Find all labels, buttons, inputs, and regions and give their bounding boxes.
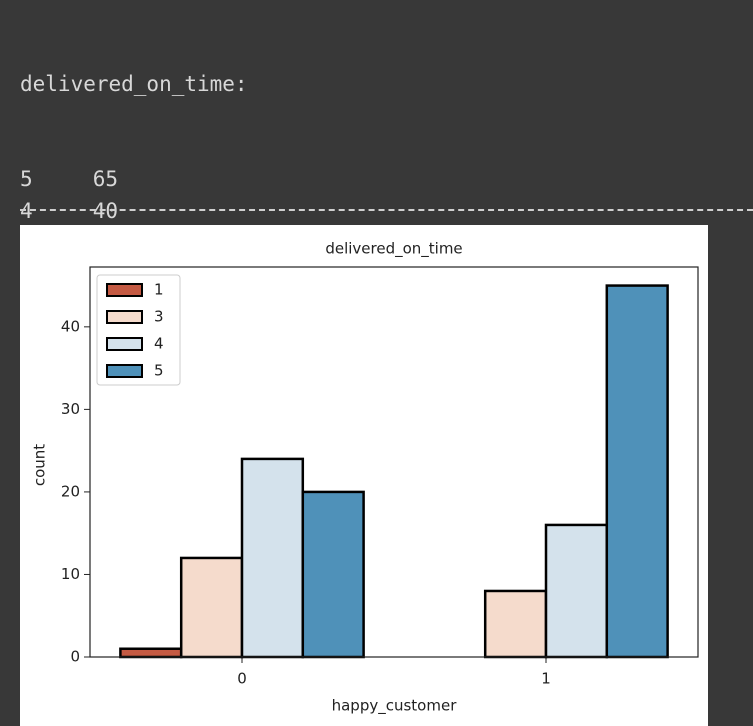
y-tick-label: 10 bbox=[61, 565, 80, 583]
chart-title: delivered_on_time bbox=[325, 240, 462, 259]
x-tick-label: 1 bbox=[541, 670, 551, 688]
y-tick-label: 30 bbox=[61, 400, 80, 418]
bar bbox=[483, 589, 548, 659]
output-header: delivered_on_time: bbox=[20, 72, 248, 97]
plot-frame bbox=[89, 266, 699, 658]
y-tick-label: 40 bbox=[61, 317, 80, 335]
legend-label: 3 bbox=[154, 308, 164, 326]
bar bbox=[544, 523, 609, 659]
row-index: 4 bbox=[20, 198, 33, 223]
bar bbox=[240, 457, 305, 659]
chart: delivered_on_time happy_customer count 0… bbox=[20, 225, 708, 726]
separator bbox=[20, 209, 753, 211]
bar bbox=[301, 490, 365, 659]
bar bbox=[179, 556, 244, 659]
bar bbox=[605, 284, 669, 659]
x-axis-label: happy_customer bbox=[332, 697, 458, 716]
legend-swatch bbox=[106, 364, 143, 378]
legend-swatch bbox=[106, 283, 143, 297]
legend-swatch bbox=[106, 310, 143, 324]
output-row: 5 65 bbox=[20, 164, 488, 196]
bar bbox=[119, 647, 183, 659]
y-tick-label: 0 bbox=[70, 648, 80, 666]
legend-label: 4 bbox=[154, 335, 164, 353]
row-index: 5 bbox=[20, 166, 33, 191]
x-tick-label: 0 bbox=[237, 670, 247, 688]
legend-swatch bbox=[106, 337, 143, 351]
y-axis-label: count bbox=[31, 444, 49, 486]
row-count: 40 bbox=[92, 198, 118, 223]
legend-label: 5 bbox=[154, 362, 164, 380]
y-tick-label: 20 bbox=[61, 482, 80, 500]
row-count: 65 bbox=[92, 166, 118, 191]
legend-box bbox=[96, 274, 181, 386]
legend-label: 1 bbox=[154, 281, 164, 299]
output-row: 4 40 bbox=[20, 196, 488, 228]
